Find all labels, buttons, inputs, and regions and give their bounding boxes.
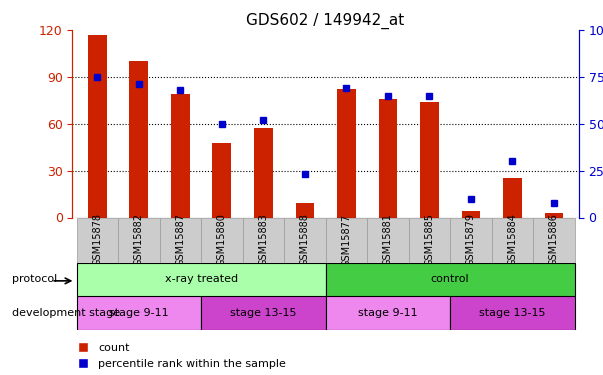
Bar (171, 94, 190, 218)
Bar (212, 142, 231, 218)
Text: protocol: protocol (12, 274, 57, 284)
FancyBboxPatch shape (284, 217, 326, 262)
Text: x-ray treated: x-ray treated (165, 274, 238, 284)
Bar (503, 178, 522, 218)
Text: GSM15883: GSM15883 (258, 214, 268, 266)
Title: GDS602 / 149942_at: GDS602 / 149942_at (247, 12, 405, 28)
Bar (254, 128, 273, 217)
Bar (130, 61, 148, 217)
Bar (379, 99, 397, 218)
Text: control: control (431, 274, 470, 284)
Text: stage 13-15: stage 13-15 (230, 308, 297, 318)
FancyBboxPatch shape (533, 217, 575, 262)
Text: GSM15886: GSM15886 (549, 214, 559, 266)
Text: GSM15885: GSM15885 (425, 213, 434, 267)
FancyBboxPatch shape (242, 217, 284, 262)
Text: GSM15887: GSM15887 (175, 213, 185, 267)
FancyBboxPatch shape (326, 262, 575, 296)
Text: GSM15879: GSM15879 (466, 213, 476, 267)
Bar (295, 203, 314, 217)
Text: GSM15877: GSM15877 (341, 213, 352, 267)
Text: GSM15880: GSM15880 (217, 214, 227, 266)
FancyBboxPatch shape (77, 217, 118, 262)
Bar (545, 213, 563, 217)
Text: stage 9-11: stage 9-11 (358, 308, 418, 318)
Text: GSM15878: GSM15878 (92, 213, 103, 267)
Text: GSM15882: GSM15882 (134, 213, 144, 267)
Bar (88, 35, 107, 218)
FancyBboxPatch shape (450, 296, 575, 330)
Bar (461, 211, 480, 217)
Legend: count, percentile rank within the sample: count, percentile rank within the sample (78, 343, 286, 369)
FancyBboxPatch shape (201, 217, 242, 262)
Text: GSM15884: GSM15884 (508, 214, 517, 266)
Text: GSM15881: GSM15881 (383, 214, 393, 266)
Text: GSM15888: GSM15888 (300, 214, 310, 266)
FancyBboxPatch shape (450, 217, 491, 262)
FancyBboxPatch shape (160, 217, 201, 262)
FancyBboxPatch shape (77, 262, 326, 296)
FancyBboxPatch shape (326, 217, 367, 262)
FancyBboxPatch shape (409, 217, 450, 262)
FancyBboxPatch shape (77, 296, 201, 330)
Bar (337, 89, 356, 218)
Bar (420, 102, 439, 218)
Text: stage 9-11: stage 9-11 (109, 308, 169, 318)
FancyBboxPatch shape (118, 217, 160, 262)
FancyBboxPatch shape (326, 296, 450, 330)
FancyBboxPatch shape (201, 296, 326, 330)
FancyBboxPatch shape (491, 217, 533, 262)
FancyBboxPatch shape (367, 217, 409, 262)
Text: stage 13-15: stage 13-15 (479, 308, 546, 318)
Text: development stage: development stage (12, 308, 120, 318)
